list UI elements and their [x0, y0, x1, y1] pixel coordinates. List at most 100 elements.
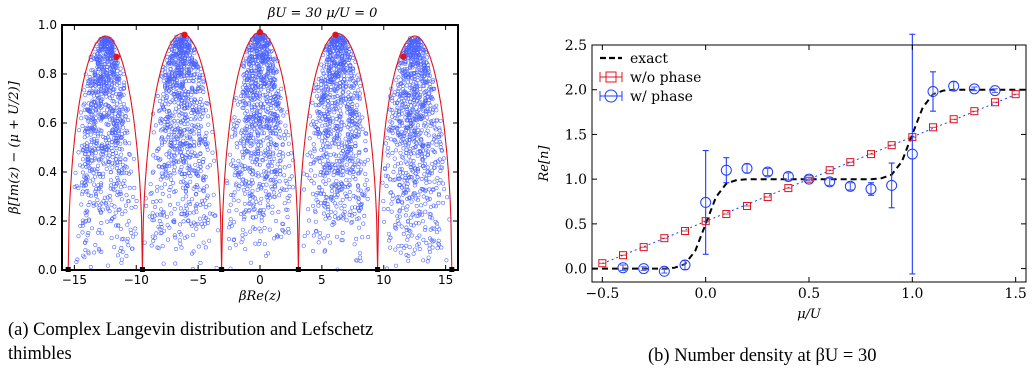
scatter-point	[112, 47, 117, 52]
scatter-point	[351, 194, 356, 198]
scatter-point	[426, 142, 431, 147]
scatter-point	[164, 80, 169, 85]
scatter-point	[445, 195, 450, 200]
scatter-point	[415, 175, 420, 180]
scatter-point	[360, 127, 365, 132]
scatter-point	[260, 53, 265, 58]
scatter-point	[188, 179, 193, 184]
critical-point	[332, 31, 339, 38]
scatter-point	[272, 112, 277, 117]
scatter-point	[350, 119, 355, 124]
scatter-point	[412, 102, 417, 107]
scatter-point	[397, 183, 402, 188]
scatter-point	[325, 202, 330, 206]
scatter-point	[311, 233, 316, 238]
scatter-point	[347, 167, 352, 172]
scatter-point	[149, 243, 154, 248]
scatter-point	[240, 167, 245, 172]
scatter-point	[182, 209, 187, 214]
scatter-point	[411, 53, 416, 58]
scatter-point	[406, 234, 411, 239]
scatter-point	[165, 125, 170, 130]
scatter-point	[97, 82, 101, 86]
scatter-point	[390, 96, 395, 101]
scatter-point	[169, 162, 174, 167]
scatter-point	[250, 90, 255, 95]
scatter-point	[263, 49, 268, 54]
scatter-point	[261, 93, 266, 98]
scatter-point	[153, 155, 158, 160]
scatter-point	[333, 184, 338, 189]
scatter-point	[172, 49, 177, 54]
scatter-point	[341, 149, 346, 153]
scatter-point	[350, 135, 355, 140]
scatter-point	[100, 148, 105, 153]
scatter-point	[335, 193, 340, 197]
scatter-point	[409, 222, 414, 227]
scatter-point	[409, 59, 414, 64]
scatter-point	[156, 146, 161, 151]
scatter-point	[119, 260, 124, 265]
scatter-point	[317, 235, 322, 240]
scatter-point	[336, 168, 341, 173]
scatter-point	[437, 157, 442, 162]
scatter-point	[250, 124, 255, 129]
scatter-point	[131, 234, 135, 239]
scatter-point	[169, 84, 174, 89]
scatter-point	[438, 178, 443, 183]
scatter-point	[115, 234, 119, 239]
scatter-point	[184, 133, 189, 138]
scatter-point	[179, 147, 184, 152]
scatter-point	[435, 176, 440, 181]
scatter-point	[339, 206, 344, 211]
scatter-point	[188, 155, 192, 160]
scatter-point	[239, 94, 244, 99]
scatter-point	[115, 82, 120, 87]
scatter-point	[413, 166, 418, 171]
scatter-point	[391, 125, 396, 130]
scatter-point	[414, 118, 419, 123]
scatter-point	[336, 61, 341, 66]
scatter-point	[187, 142, 192, 147]
scatter-point	[106, 77, 111, 82]
scatter-point	[346, 57, 351, 62]
scatter-point	[282, 201, 287, 206]
scatter-point	[403, 60, 408, 65]
scatter-point	[167, 133, 171, 138]
scatter-point	[258, 45, 263, 49]
scatter-point	[429, 119, 434, 124]
scatter-point	[423, 96, 428, 101]
scatter-point	[162, 228, 167, 233]
scatter-point	[102, 84, 106, 89]
scatter-point	[195, 184, 200, 189]
scatter-point	[404, 243, 409, 248]
scatter-point	[398, 92, 403, 97]
scatter-point	[345, 149, 350, 154]
scatter-point	[321, 111, 326, 116]
scatter-point	[405, 204, 410, 209]
scatter-point	[407, 116, 411, 120]
scatter-point	[258, 207, 263, 212]
scatter-point	[90, 152, 95, 157]
scatter-point	[171, 161, 176, 166]
scatter-point	[178, 241, 183, 246]
scatter-point	[315, 109, 320, 114]
scatter-point	[74, 260, 79, 264]
scatter-point	[236, 186, 241, 191]
scatter-point	[325, 141, 330, 145]
scatter-point	[155, 94, 160, 98]
scatter-point	[268, 56, 273, 61]
scatter-point	[88, 129, 93, 134]
scatter-point	[118, 226, 123, 231]
scatter-point	[200, 201, 205, 206]
scatter-point	[425, 109, 430, 114]
scatter-point	[305, 152, 310, 157]
scatter-point	[240, 85, 245, 90]
scatter-point	[339, 94, 344, 99]
scatter-point	[250, 107, 254, 112]
scatter-point	[423, 100, 427, 105]
scatter-point	[435, 230, 439, 235]
scatter-point	[332, 192, 337, 197]
scatter-point	[356, 165, 361, 170]
